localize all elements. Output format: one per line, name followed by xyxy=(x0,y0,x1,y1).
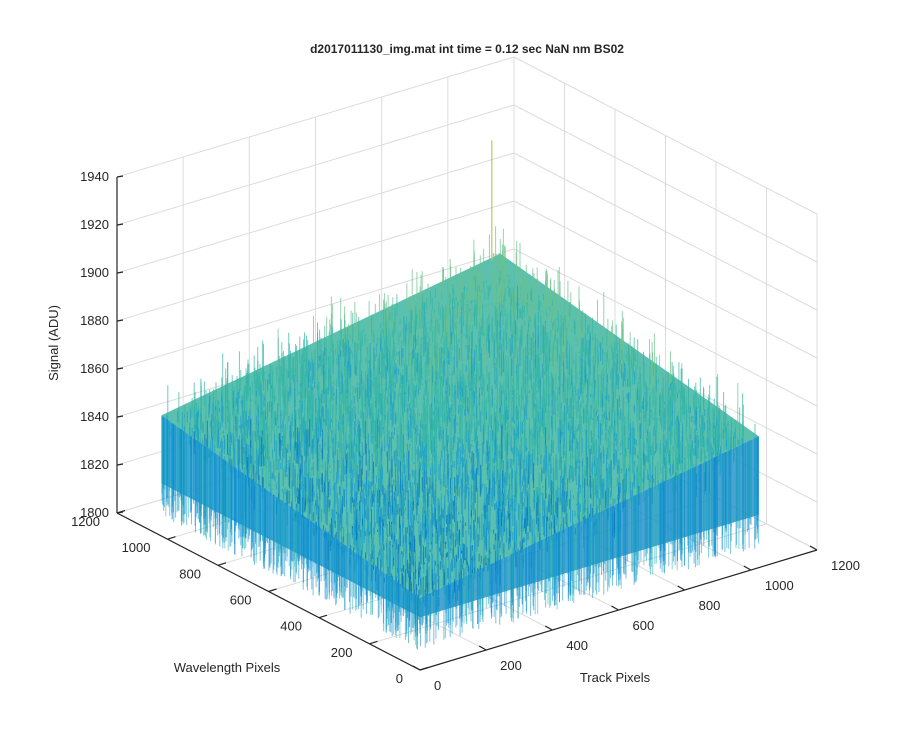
grid-line-sidewall-z xyxy=(513,152,818,311)
grid-line-sidewall-z xyxy=(513,248,818,407)
grid-line-sidewall-z xyxy=(513,104,818,263)
grid-line-sidewall-z xyxy=(513,56,818,215)
surface-plot xyxy=(161,140,760,650)
grid-line-backwall-z xyxy=(116,200,515,322)
grid-line-backwall-z xyxy=(116,152,515,274)
grid-line-backwall-z xyxy=(116,56,515,178)
chart-title: d2017011130_img.mat int time = 0.12 sec … xyxy=(310,42,624,56)
grid-line-backwall-z xyxy=(116,248,515,370)
grid-line-sidewall-z xyxy=(513,200,818,359)
grid-line-backwall-z xyxy=(116,104,515,226)
